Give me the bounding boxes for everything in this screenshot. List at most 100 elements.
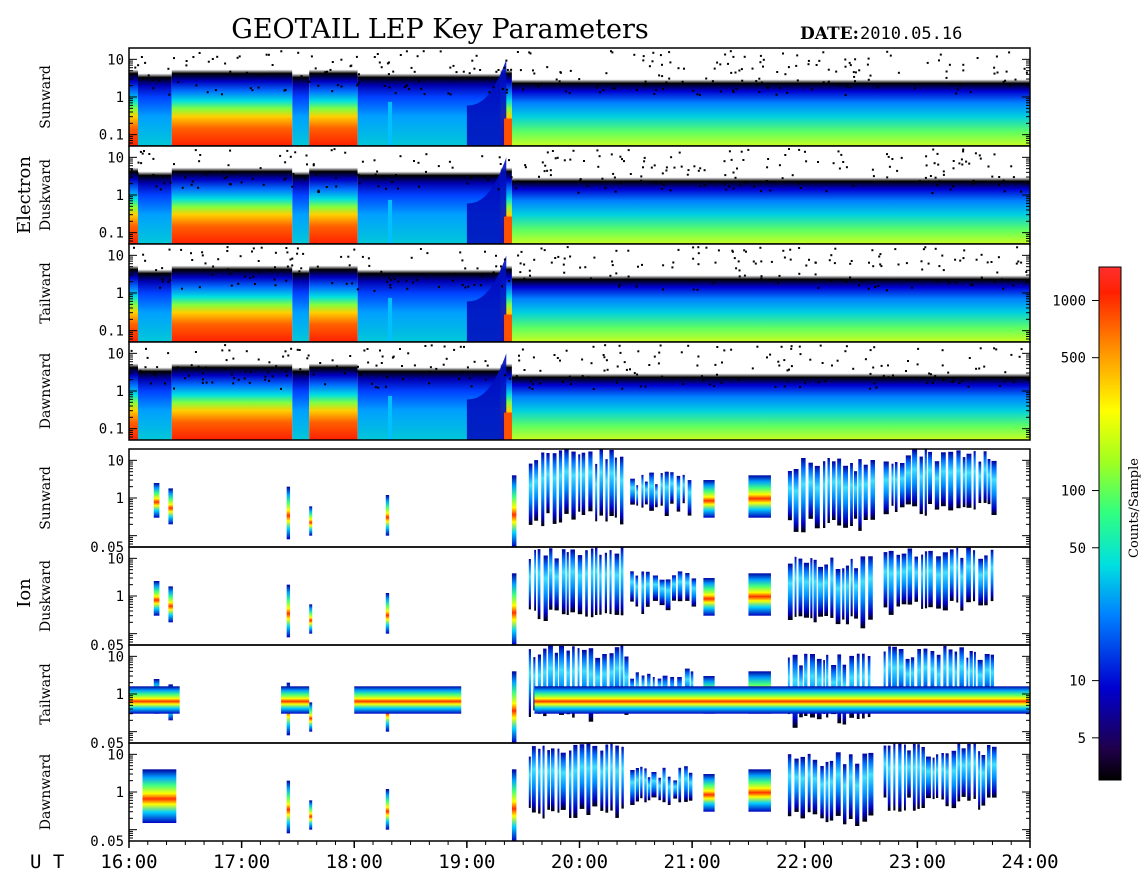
- ion-column: [888, 646, 891, 699]
- colorbar-label: Counts/Sample: [1127, 458, 1142, 558]
- y-tick-label: 1: [116, 384, 124, 400]
- group-label-electron: Electron: [14, 156, 35, 234]
- ion-column: [538, 748, 541, 814]
- ion-column: [647, 777, 651, 801]
- y-tick-label: 1: [116, 589, 124, 605]
- ion-column: [554, 652, 558, 711]
- y-tick-label: 10: [107, 52, 124, 68]
- ion-column: [912, 449, 918, 507]
- x-tick-label: 23:00: [889, 851, 946, 873]
- ion-column: [978, 461, 982, 503]
- y-tick-label: 1: [116, 491, 124, 507]
- ion-column: [665, 579, 671, 611]
- ion-column: [605, 744, 609, 813]
- ion-column: [948, 451, 954, 511]
- ion-column: [898, 743, 902, 812]
- ion-column: [928, 451, 932, 504]
- ion-column: [932, 757, 935, 800]
- ion-column: [896, 554, 900, 607]
- colorbar-tick-label: 1000: [1052, 294, 1086, 310]
- ion-column: [810, 558, 813, 619]
- ion-column: [941, 452, 946, 507]
- ion-column: [635, 575, 639, 607]
- ion-column: [578, 454, 581, 512]
- ion-column: [904, 744, 906, 811]
- colorbar-gradient: [1098, 266, 1122, 781]
- ion-burst: [511, 769, 517, 841]
- ion-column: [818, 566, 823, 617]
- electron-segment-sheath: [511, 146, 1030, 244]
- panel-label-tailward: Tailward: [38, 663, 54, 725]
- ion-column: [907, 750, 911, 798]
- ion-column: [837, 458, 842, 526]
- electron-panel-duskward: 10 1 0.1 Duskward: [38, 145, 1031, 245]
- ion-column: [528, 649, 531, 717]
- ion-column: [560, 752, 566, 810]
- panel-label-dawnward: Dawnward: [38, 754, 54, 831]
- boundary-streak: [504, 412, 513, 440]
- spectrogram-area: [129, 645, 1030, 743]
- ion-column: [835, 569, 841, 625]
- ion-column: [825, 761, 829, 823]
- ion-panel-tailward: 10 1 0.05 Tailward: [38, 644, 1031, 752]
- ion-column: [883, 745, 887, 798]
- ion-column: [599, 554, 602, 615]
- ion-column: [641, 571, 645, 614]
- colorbar-ticks: 1000 500 100 50 10 5: [1052, 294, 1099, 747]
- electron-panel-dawnward: 10 1 0.1 Dawnward: [38, 341, 1031, 441]
- x-axis: U T 16:00 17:00 18:00 19:00 20:00 21:00 22:00 2…: [30, 841, 1059, 873]
- ion-burst: [703, 578, 715, 616]
- ion-column: [570, 549, 575, 613]
- ion-column: [961, 748, 966, 797]
- spectrogram-area: [153, 449, 997, 547]
- ion-column: [636, 485, 639, 506]
- ion-column: [823, 461, 826, 528]
- ion-column: [595, 463, 598, 522]
- ion-column: [870, 460, 875, 520]
- ion-column: [974, 651, 976, 709]
- ion-column: [588, 451, 593, 512]
- ion-column: [924, 551, 928, 609]
- electron-segment-sheath: [511, 48, 1030, 146]
- ion-column: [923, 648, 928, 703]
- y-minor-ticks: [129, 546, 1030, 646]
- ion-column: [691, 578, 697, 607]
- ion-column: [957, 743, 961, 802]
- ion-column: [579, 744, 585, 809]
- lobe-spike: [388, 199, 393, 244]
- chart-title: GEOTAIL LEP Key Parameters: [231, 14, 649, 45]
- ion-column: [921, 747, 925, 808]
- ion-column: [860, 556, 866, 629]
- x-tick-label: 16:00: [100, 851, 157, 873]
- ion-column: [941, 753, 944, 800]
- ion-column: [552, 453, 557, 524]
- ion-column: [604, 552, 607, 614]
- ion-column: [566, 650, 570, 715]
- colorbar-tick-label: 50: [1069, 541, 1086, 557]
- ion-column: [824, 564, 828, 616]
- ion-burst: [168, 586, 173, 623]
- ion-column: [956, 450, 961, 509]
- ion-column: [676, 475, 681, 512]
- electron-segment-lobe: [292, 146, 310, 244]
- ion-column: [914, 556, 918, 602]
- ion-column: [814, 465, 820, 529]
- ion-burst: [385, 593, 390, 634]
- ion-column: [547, 750, 550, 810]
- ion-column: [546, 453, 550, 514]
- ion-column: [855, 763, 860, 826]
- ion-burst: [168, 488, 173, 525]
- ion-burst: [748, 573, 771, 616]
- ion-column: [924, 449, 927, 516]
- ion-column: [602, 654, 607, 711]
- ion-column: [854, 471, 858, 519]
- ion-column: [827, 458, 830, 523]
- ion-column: [966, 453, 972, 508]
- ion-burst: [286, 584, 291, 638]
- ion-column: [919, 456, 923, 515]
- ion-column: [883, 461, 889, 515]
- ion-burst: [385, 495, 390, 536]
- ion-column: [812, 759, 818, 815]
- ion-column: [614, 457, 617, 518]
